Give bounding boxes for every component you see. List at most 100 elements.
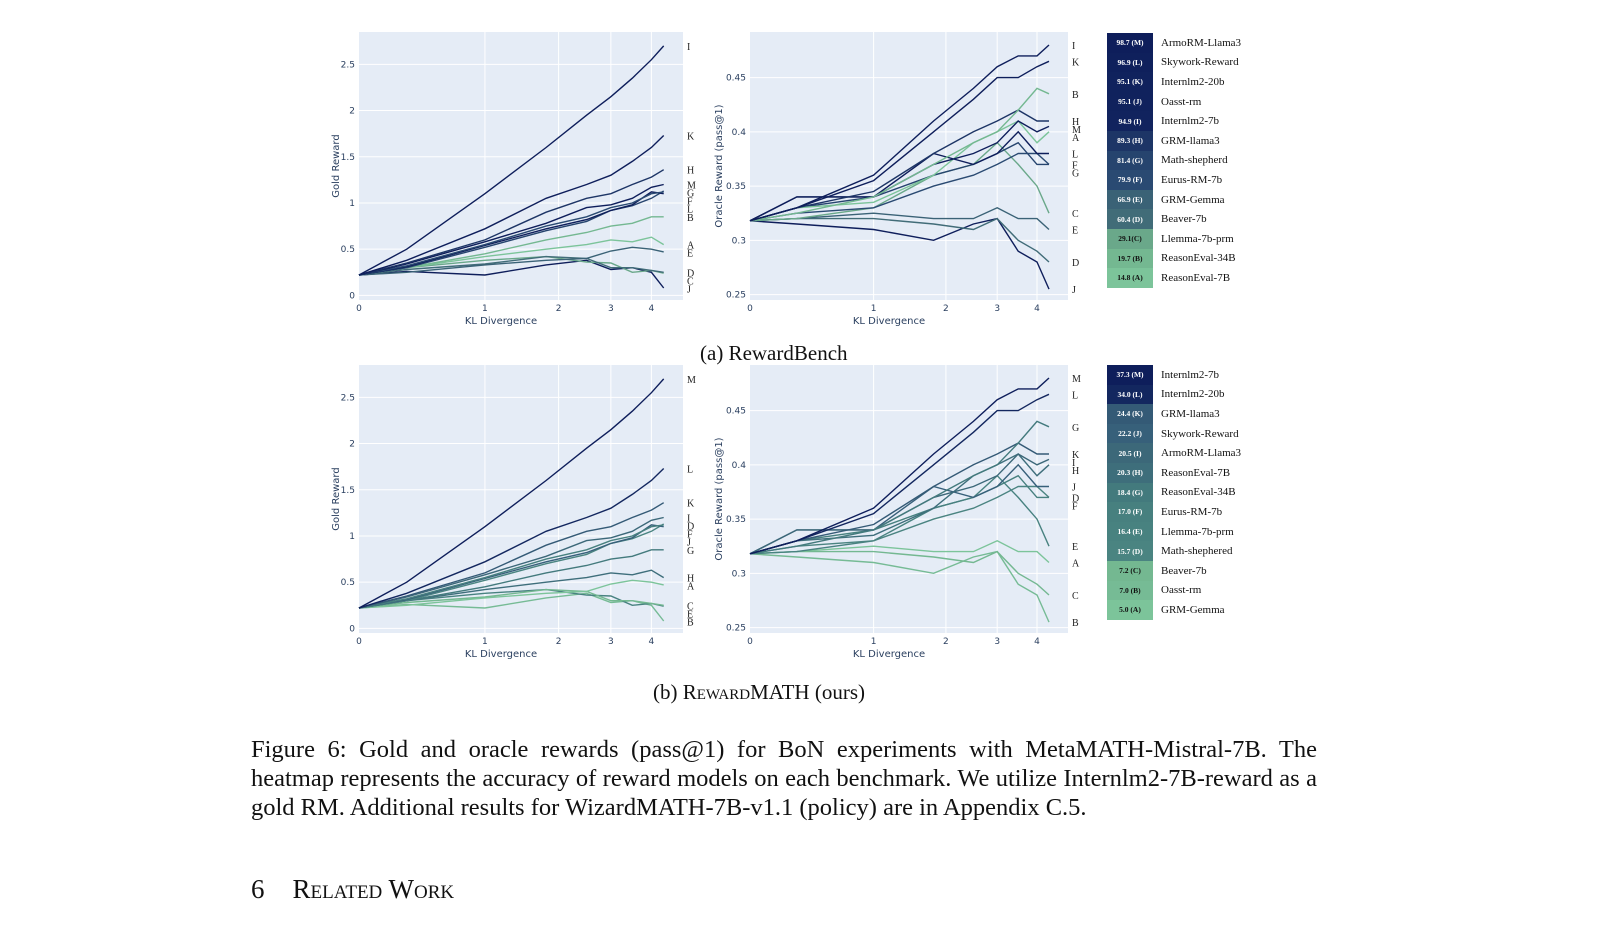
x-tick-label: 3 <box>994 637 1000 647</box>
x-tick-label: 0 <box>747 304 753 314</box>
series-line-I <box>749 44 1050 222</box>
x-tick-label: 3 <box>994 304 1000 314</box>
heatmap-cell: 81.4 (G) <box>1107 150 1153 171</box>
section-title: Related Work <box>292 874 455 904</box>
subcaption-a: (a) RewardBench <box>700 341 848 365</box>
series-end-label: I <box>687 42 690 53</box>
y-axis-title: Oracle Reward (pass@1) <box>714 104 725 227</box>
y-tick-label: 0.3 <box>732 569 746 579</box>
heatmap-model-label: GRM-Gemma <box>1161 603 1225 616</box>
series-end-label: A <box>687 241 695 252</box>
heatmap-model-label: Beaver-7b <box>1161 564 1207 577</box>
x-tick-label: 1 <box>871 304 877 314</box>
series-line-L <box>749 393 1050 555</box>
heatmap-model-label: ReasonEval-34B <box>1161 486 1236 499</box>
x-tick-label: 0 <box>356 637 362 647</box>
x-tick-label: 3 <box>608 637 614 647</box>
heatmap-cell: 98.7 (M) <box>1107 33 1153 53</box>
series-line-I <box>358 45 665 276</box>
series-line-B <box>358 216 664 276</box>
x-tick-label: 2 <box>943 304 949 314</box>
heatmap-cell: 16.4 (E) <box>1107 521 1153 542</box>
y-tick-label: 1 <box>349 199 355 209</box>
series-line-C <box>358 255 664 276</box>
heatmap-row: 18.4 (G) ReasonEval-34B <box>1107 482 1327 503</box>
series-end-label: B <box>1072 618 1079 629</box>
series-line-A <box>358 579 664 609</box>
heatmap-row: 66.9 (E) GRM-Gemma <box>1107 189 1327 210</box>
series-end-label: K <box>1072 57 1080 68</box>
heatmap-model-label: GRM-llama3 <box>1161 134 1220 147</box>
series-line-I <box>358 516 664 609</box>
series-line-L <box>358 467 665 609</box>
heatmap-row: 81.4 (G) Math-shepherd <box>1107 150 1327 171</box>
series-end-label: L <box>687 465 693 476</box>
series-line-E <box>358 588 664 609</box>
series-line-C <box>749 550 1050 596</box>
series-line-H <box>358 569 665 609</box>
heatmap-model-label: Oasst-rm <box>1161 584 1202 597</box>
heatmap-row: 19.7 (B) ReasonEval-34B <box>1107 248 1327 269</box>
heatmap-cell: 19.7 (B) <box>1107 248 1153 269</box>
heatmap-model-label: ArmoRM-Llama3 <box>1161 447 1242 460</box>
chart-b-oracle-reward: 0 1 2 3 4 0.25 0.3 0.35 0.4 0.45 KL Divergence Orac… <box>714 365 1081 660</box>
x-tick-label: 1 <box>871 637 877 647</box>
y-tick-label: 0.35 <box>726 515 746 525</box>
series-end-label: H <box>687 574 694 585</box>
series-end-label: I <box>1072 458 1075 469</box>
x-axis-title: KL Divergence <box>465 316 537 327</box>
series-end-label: H <box>687 166 694 177</box>
heatmap-model-label: GRM-Gemma <box>1161 193 1225 206</box>
y-tick-label: 0 <box>349 291 355 301</box>
heatmap-cell: 34.0 (L) <box>1107 384 1153 405</box>
heatmap-cell: 18.4 (G) <box>1107 482 1153 503</box>
heatmap-row: 22.2 (J) Skywork-Reward <box>1107 423 1327 444</box>
x-tick-label: 2 <box>556 304 562 314</box>
x-tick-label: 0 <box>747 637 753 647</box>
series-end-label: G <box>687 546 694 557</box>
series-end-label: B <box>687 213 694 224</box>
series-end-label: G <box>1072 168 1079 179</box>
y-tick-label: 0.5 <box>341 245 355 255</box>
series-end-label: M <box>1072 374 1081 385</box>
series-end-label: I <box>1072 41 1075 52</box>
series-line-K <box>749 442 1049 555</box>
series-end-label: F <box>687 529 693 540</box>
x-tick-label: 2 <box>943 637 949 647</box>
heatmap-row: 17.0 (F) Eurus-RM-7b <box>1107 502 1327 522</box>
heatmap-row: 15.7 (D) Math-shephered <box>1107 541 1327 561</box>
y-tick-label: 0 <box>349 624 355 634</box>
y-tick-label: 0.4 <box>732 461 747 471</box>
series-line-B <box>749 550 1050 623</box>
series-line-J <box>749 217 1050 290</box>
series-end-label: D <box>1072 493 1079 504</box>
heatmap-cell: 60.4 (D) <box>1107 209 1153 229</box>
heatmap-cell: 95.1 (J) <box>1107 91 1153 112</box>
heatmap-row: 60.4 (D) Beaver-7b <box>1107 209 1327 229</box>
series-end-label: F <box>1072 501 1078 512</box>
heatmap-row: 79.9 (F) Eurus-RM-7b <box>1107 170 1327 190</box>
series-line-M <box>358 378 665 609</box>
series-end-label: J <box>687 537 691 548</box>
subcaption-b-suffix: (ours) <box>809 680 865 704</box>
x-tick-label: 1 <box>482 304 488 314</box>
heatmap-model-label: Math-shepherd <box>1161 154 1228 167</box>
series-line-F <box>358 524 664 609</box>
chart-a-gold-reward: 0 1 2 3 4 0 0.5 1 1.5 2 2.5 KL Divergence Gold Rewar… <box>331 32 696 327</box>
chart-b-gold-reward: 0 1 2 3 4 0 0.5 1 1.5 2 2.5 KL Divergence Gold Rewar… <box>331 365 696 660</box>
series-line-A <box>749 540 1050 564</box>
heatmap-model-label: Beaver-7b <box>1161 213 1207 226</box>
subcaption-b: (b) RewardMATH (ours) <box>653 680 865 705</box>
series-line-D <box>749 485 1050 555</box>
heatmap-model-label: Internlm2-20b <box>1161 388 1225 401</box>
y-tick-label: 0.3 <box>732 236 746 246</box>
heatmap-row: 34.0 (L) Internlm2-20b <box>1107 384 1327 405</box>
heatmap-cell: 5.0 (A) <box>1107 600 1153 620</box>
heatmap-model-label: Math-shephered <box>1161 545 1233 558</box>
heatmap-model-label: ReasonEval-7B <box>1161 271 1231 284</box>
series-line-G <box>358 549 664 609</box>
y-tick-label: 1 <box>349 532 355 542</box>
y-tick-label: 2.5 <box>341 60 355 70</box>
heatmap-model-label: Skywork-Reward <box>1161 56 1239 69</box>
y-tick-label: 0.45 <box>726 407 746 417</box>
